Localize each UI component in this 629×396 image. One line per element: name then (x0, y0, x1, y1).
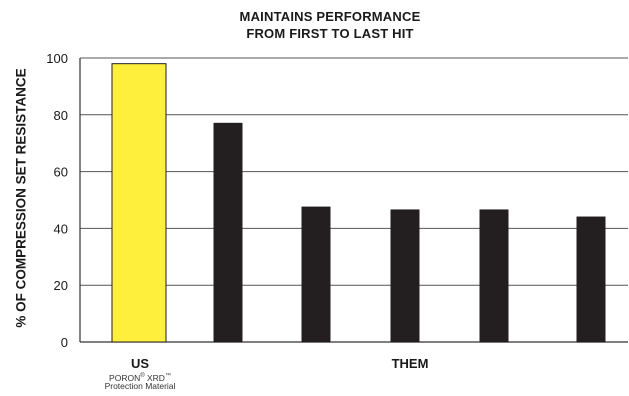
chart-title-line-1: MAINTAINS PERFORMANCE (239, 9, 421, 24)
y-tick-label: 20 (54, 278, 68, 293)
bar-2 (213, 122, 243, 343)
bar-3 (301, 206, 331, 343)
category-label-them: THEM (391, 356, 429, 371)
y-tick-label: 80 (54, 108, 68, 123)
bar-6 (576, 216, 606, 343)
bar-5 (479, 209, 509, 343)
y-tick-label: 0 (61, 335, 68, 350)
bar-1 (111, 63, 167, 343)
category-label-us: US (130, 356, 150, 371)
chart-title-line-2: FROM FIRST TO LAST HIT (246, 26, 414, 41)
y-tick-label: 40 (54, 221, 68, 236)
y-tick-label: 60 (54, 165, 68, 180)
y-tick-label: 100 (46, 51, 68, 66)
us-subtitle-line-1: PORON® XRD™ (109, 372, 171, 383)
bar-4 (390, 209, 420, 343)
us-subtitle-line-2: Protection Material (104, 381, 176, 391)
